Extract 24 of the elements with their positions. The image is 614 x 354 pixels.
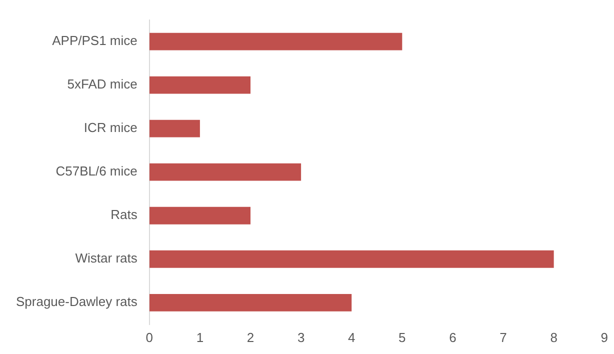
x-tick-label: 7 xyxy=(500,330,507,345)
y-tick-label: APP/PS1 mice xyxy=(52,33,138,48)
bar xyxy=(149,294,352,312)
x-tick-label: 1 xyxy=(196,330,204,345)
x-tick-label: 4 xyxy=(348,330,356,345)
y-tick-label: C57BL/6 mice xyxy=(56,164,138,179)
bar xyxy=(149,206,250,224)
x-tick-label: 0 xyxy=(146,330,154,345)
x-tick-label: 8 xyxy=(550,330,558,345)
y-tick-label: Rats xyxy=(110,207,138,222)
x-tick-label: 9 xyxy=(600,330,608,345)
x-tick-label: 5 xyxy=(398,330,406,345)
bar xyxy=(149,120,200,138)
bar xyxy=(149,32,402,50)
bar xyxy=(149,76,250,94)
y-tick-label: Wistar rats xyxy=(75,250,138,266)
x-tick-label: 2 xyxy=(246,330,254,345)
x-tick-label: 3 xyxy=(297,330,305,345)
y-tick-label: ICR mice xyxy=(84,120,138,136)
y-tick-label: Sprague-Dawley rats xyxy=(16,294,138,310)
bar xyxy=(149,163,302,181)
y-tick-label: 5xFAD mice xyxy=(67,76,138,92)
bar xyxy=(149,250,554,268)
x-tick-label: 6 xyxy=(449,330,456,345)
